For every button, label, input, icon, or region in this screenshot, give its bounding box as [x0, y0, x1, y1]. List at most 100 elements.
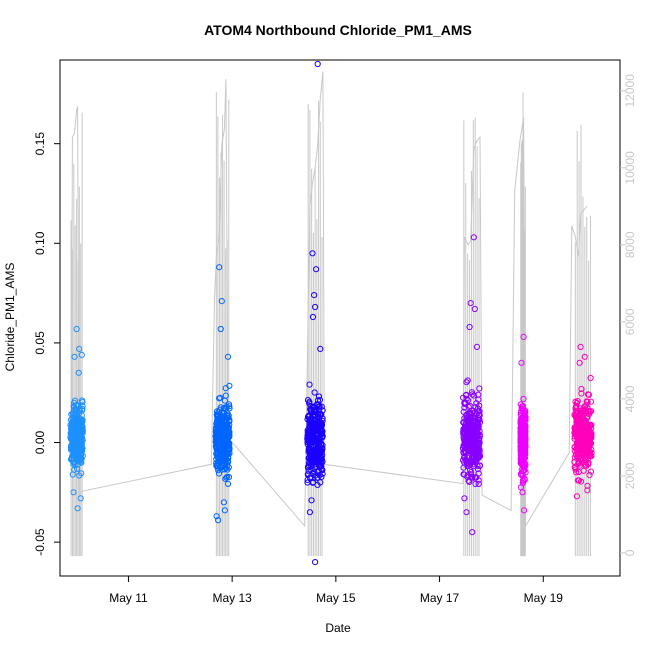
data-point [305, 455, 312, 462]
data-point [306, 459, 313, 466]
data-point [572, 451, 579, 458]
data-point [78, 470, 85, 477]
data-point [573, 493, 581, 500]
data-point [216, 438, 223, 445]
data-point [582, 432, 589, 439]
data-point [470, 421, 477, 429]
y2-tick-label: 4000 [623, 385, 637, 412]
data-point [215, 421, 222, 428]
data-point [319, 417, 326, 424]
data-point [318, 403, 325, 410]
y-tick-label: -0.05 [33, 528, 47, 556]
data-point [310, 479, 317, 486]
data-point [314, 60, 321, 68]
data-point [313, 401, 321, 408]
data-point [521, 415, 528, 422]
data-point [315, 455, 323, 462]
data-point [314, 421, 322, 428]
axes-layer: May 11 May 13 May 15 May 17 May 19 -0.05 0.00 0… [33, 74, 637, 605]
data-point [468, 475, 476, 482]
data-point [572, 429, 580, 436]
data-point [73, 406, 80, 413]
data-point [463, 509, 470, 516]
data-point [581, 353, 588, 360]
data-point [582, 420, 589, 427]
y2-tick-label: 12000 [623, 74, 637, 108]
data-point [520, 446, 527, 453]
data-point [70, 489, 77, 496]
x-tick-label: May 19 [524, 591, 564, 605]
data-point [520, 395, 527, 403]
data-point [224, 353, 232, 360]
data-point [518, 359, 525, 366]
data-point [520, 463, 527, 470]
data-point [582, 410, 589, 417]
data-point [465, 438, 472, 445]
data-point [215, 470, 223, 477]
data-point [588, 434, 595, 441]
data-point [305, 462, 313, 469]
data-point [471, 440, 478, 447]
data-point [470, 392, 477, 399]
data-point [307, 451, 314, 458]
data-point [584, 487, 591, 494]
data-point [78, 351, 85, 358]
data-point [459, 457, 467, 464]
data-point [74, 505, 81, 512]
data-point [461, 495, 468, 502]
data-point [475, 391, 482, 398]
data-point [306, 381, 313, 388]
data-point [584, 398, 591, 406]
x-axis-label: Date [325, 621, 351, 635]
data-point [224, 473, 231, 480]
data-point [216, 429, 223, 436]
data-point [222, 392, 229, 399]
data-point [572, 466, 579, 473]
data-point [219, 463, 226, 470]
data-point [311, 442, 318, 449]
y2-tick-label: 2000 [623, 462, 637, 489]
data-point [308, 497, 315, 504]
x-tick-label: May 11 [109, 591, 148, 605]
data-point [472, 480, 479, 488]
data-point [518, 417, 525, 424]
data-point [304, 439, 311, 446]
data-point [69, 471, 76, 478]
data-point [217, 444, 224, 452]
data-point [571, 433, 578, 440]
data-point [215, 408, 222, 416]
data-point [474, 454, 481, 461]
data-point [306, 398, 313, 405]
data-point [73, 325, 80, 333]
data-point [73, 457, 80, 464]
data-point [581, 450, 588, 458]
data-point [223, 474, 230, 481]
data-point [311, 408, 318, 415]
data-point [571, 443, 578, 450]
data-point [466, 323, 473, 331]
data-point [74, 461, 82, 468]
data-point [221, 507, 228, 514]
data-point [463, 417, 470, 424]
data-point [79, 405, 86, 412]
data-point [463, 379, 470, 386]
data-point [225, 464, 232, 471]
data-point [522, 409, 529, 416]
data-point [518, 437, 525, 444]
data-point [520, 468, 527, 475]
data-point [469, 425, 476, 432]
data-point [579, 425, 586, 432]
data-point [475, 480, 482, 487]
x-tick-label: May 17 [420, 591, 460, 605]
data-point [585, 391, 593, 398]
data-point [215, 517, 222, 524]
data-point [312, 303, 319, 311]
data-point [69, 430, 76, 437]
data-point [461, 399, 468, 407]
data-point [586, 424, 593, 431]
data-point [469, 529, 476, 536]
data-point [309, 250, 316, 257]
data-point [312, 431, 319, 438]
data-point [68, 426, 75, 433]
data-point [218, 416, 225, 423]
